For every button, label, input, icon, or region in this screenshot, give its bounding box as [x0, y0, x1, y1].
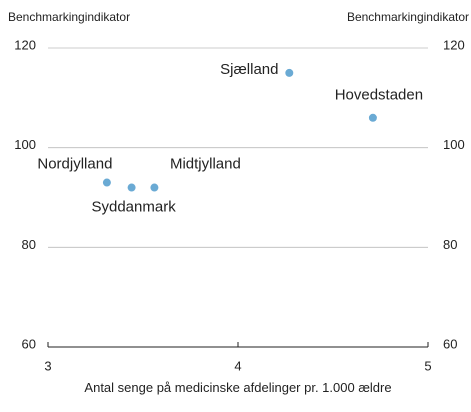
x-axis-title: Antal senge på medicinske afdelinger pr.… [84, 380, 392, 395]
point [102, 178, 111, 187]
point-label: Sjælland [220, 61, 278, 78]
y2-axis-title: Benchmarkingindikator [347, 10, 469, 24]
y2-tick-label: 60 [443, 336, 457, 351]
point-label: Midtjylland [170, 156, 241, 173]
y-tick-label: 120 [14, 37, 36, 52]
point [368, 113, 377, 122]
point [127, 183, 136, 192]
point-label: Hovedstaden [335, 87, 423, 104]
x-tick-label: 5 [424, 358, 431, 373]
point [150, 183, 159, 192]
y2-tick-label: 80 [443, 237, 457, 252]
y2-tick-label: 120 [443, 37, 465, 52]
y-tick-label: 80 [22, 237, 36, 252]
point-label: Nordjylland [37, 156, 112, 173]
x-tick-label: 4 [234, 358, 241, 373]
y-axis-title: Benchmarkingindikator [8, 10, 130, 24]
y-tick-label: 60 [22, 336, 36, 351]
y2-tick-label: 100 [443, 137, 465, 152]
x-tick-label: 3 [44, 358, 51, 373]
point-label: Syddanmark [91, 199, 176, 216]
y-tick-label: 100 [14, 137, 36, 152]
point [285, 68, 294, 77]
